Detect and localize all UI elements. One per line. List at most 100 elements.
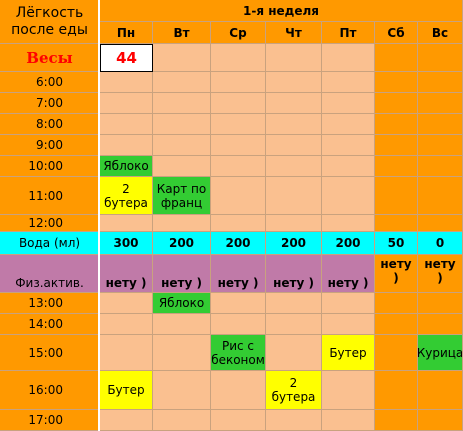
cell-fri-t1100[interactable] [322, 177, 375, 215]
cell-fri-t1700[interactable] [322, 410, 375, 431]
cell-sat-t1100[interactable] [375, 177, 418, 215]
cell-fri-t1300[interactable] [322, 293, 375, 314]
cell-sun-t1300[interactable] [418, 293, 463, 314]
meal-mon-t1100[interactable]: 2 бутера [100, 177, 153, 215]
cell-sat-t1400[interactable] [375, 314, 418, 335]
cell-tue-t1200[interactable] [153, 215, 211, 232]
time-t1600[interactable]: 16:00 [0, 371, 100, 410]
weight-value-wed[interactable] [211, 44, 266, 72]
time-t1300[interactable]: 13:00 [0, 293, 100, 314]
cell-wed-t1000[interactable] [211, 156, 266, 177]
time-t1700[interactable]: 17:00 [0, 410, 100, 431]
cell-tue-t1500[interactable] [153, 335, 211, 371]
meal-thu-t1600[interactable]: 2 бутера [266, 371, 322, 410]
cell-tue-t1000[interactable] [153, 156, 211, 177]
meal-tue-t1100[interactable]: Карт по франц [153, 177, 211, 215]
time-t1100[interactable]: 11:00 [0, 177, 100, 215]
cell-sun-t0700[interactable] [418, 93, 463, 114]
cell-tue-t1400[interactable] [153, 314, 211, 335]
weight-value-sat[interactable] [375, 44, 418, 72]
cell-wed-t0800[interactable] [211, 114, 266, 135]
activity-mon[interactable]: нету ) [100, 255, 153, 293]
day-header-mon[interactable]: Пн [100, 22, 153, 44]
meal-mon-t1600[interactable]: Бутер [100, 371, 153, 410]
day-header-tue[interactable]: Вт [153, 22, 211, 44]
cell-sun-t0800[interactable] [418, 114, 463, 135]
water-thu[interactable]: 200 [266, 232, 322, 255]
meal-mon-t1000[interactable]: Яблоко [100, 156, 153, 177]
cell-thu-t0600[interactable] [266, 72, 322, 93]
cell-tue-t1600[interactable] [153, 371, 211, 410]
cell-wed-t1300[interactable] [211, 293, 266, 314]
cell-wed-t1600[interactable] [211, 371, 266, 410]
cell-tue-t0900[interactable] [153, 135, 211, 156]
cell-sat-t1000[interactable] [375, 156, 418, 177]
cell-sat-t0800[interactable] [375, 114, 418, 135]
activity-sat[interactable]: нету ) [375, 255, 418, 293]
weight-value-sun[interactable] [418, 44, 463, 72]
cell-thu-t1000[interactable] [266, 156, 322, 177]
cell-sun-t0600[interactable] [418, 72, 463, 93]
time-t1500[interactable]: 15:00 [0, 335, 100, 371]
cell-sun-t1700[interactable] [418, 410, 463, 431]
cell-thu-t1700[interactable] [266, 410, 322, 431]
water-mon[interactable]: 300 [100, 232, 153, 255]
time-t1400[interactable]: 14:00 [0, 314, 100, 335]
time-t0800[interactable]: 8:00 [0, 114, 100, 135]
cell-sat-t1200[interactable] [375, 215, 418, 232]
cell-wed-t0700[interactable] [211, 93, 266, 114]
header-title-cell[interactable]: Лёгкость после еды [0, 0, 100, 44]
cell-sun-t1100[interactable] [418, 177, 463, 215]
week-header[interactable]: 1-я неделя [100, 0, 463, 22]
water-wed[interactable]: 200 [211, 232, 266, 255]
cell-mon-t0600[interactable] [100, 72, 153, 93]
cell-wed-t0600[interactable] [211, 72, 266, 93]
meal-sun-t1500[interactable]: Курица [418, 335, 463, 371]
weight-value-thu[interactable] [266, 44, 322, 72]
activity-sun[interactable]: нету ) [418, 255, 463, 293]
cell-fri-t0900[interactable] [322, 135, 375, 156]
cell-fri-t1400[interactable] [322, 314, 375, 335]
time-t1200[interactable]: 12:00 [0, 215, 100, 232]
cell-wed-t1200[interactable] [211, 215, 266, 232]
meal-tue-t1300[interactable]: Яблоко [153, 293, 211, 314]
day-header-wed[interactable]: Ср [211, 22, 266, 44]
day-header-fri[interactable]: Пт [322, 22, 375, 44]
day-header-thu[interactable]: Чт [266, 22, 322, 44]
water-label[interactable]: Вода (мл) [0, 232, 100, 255]
cell-thu-t1500[interactable] [266, 335, 322, 371]
day-header-sat[interactable]: Сб [375, 22, 418, 44]
cell-wed-t1100[interactable] [211, 177, 266, 215]
time-t1000[interactable]: 10:00 [0, 156, 100, 177]
weight-label[interactable]: Весы [0, 44, 100, 72]
cell-sat-t1500[interactable] [375, 335, 418, 371]
weight-value-mon[interactable]: 44 [100, 44, 153, 72]
cell-sat-t0900[interactable] [375, 135, 418, 156]
cell-wed-t0900[interactable] [211, 135, 266, 156]
cell-thu-t1200[interactable] [266, 215, 322, 232]
cell-fri-t0800[interactable] [322, 114, 375, 135]
cell-wed-t1400[interactable] [211, 314, 266, 335]
cell-mon-t1300[interactable] [100, 293, 153, 314]
activity-wed[interactable]: нету ) [211, 255, 266, 293]
cell-sat-t1700[interactable] [375, 410, 418, 431]
cell-thu-t0700[interactable] [266, 93, 322, 114]
cell-tue-t0700[interactable] [153, 93, 211, 114]
weight-value-fri[interactable] [322, 44, 375, 72]
cell-sun-t0900[interactable] [418, 135, 463, 156]
activity-fri[interactable]: нету ) [322, 255, 375, 293]
cell-fri-t0600[interactable] [322, 72, 375, 93]
water-tue[interactable]: 200 [153, 232, 211, 255]
day-header-sun[interactable]: Вс [418, 22, 463, 44]
cell-mon-t1500[interactable] [100, 335, 153, 371]
meal-fri-t1500[interactable]: Бутер [322, 335, 375, 371]
cell-thu-t0800[interactable] [266, 114, 322, 135]
time-t0700[interactable]: 7:00 [0, 93, 100, 114]
water-sat[interactable]: 50 [375, 232, 418, 255]
cell-mon-t1200[interactable] [100, 215, 153, 232]
cell-mon-t0900[interactable] [100, 135, 153, 156]
cell-thu-t1300[interactable] [266, 293, 322, 314]
cell-sun-t1200[interactable] [418, 215, 463, 232]
time-t0900[interactable]: 9:00 [0, 135, 100, 156]
cell-fri-t0700[interactable] [322, 93, 375, 114]
